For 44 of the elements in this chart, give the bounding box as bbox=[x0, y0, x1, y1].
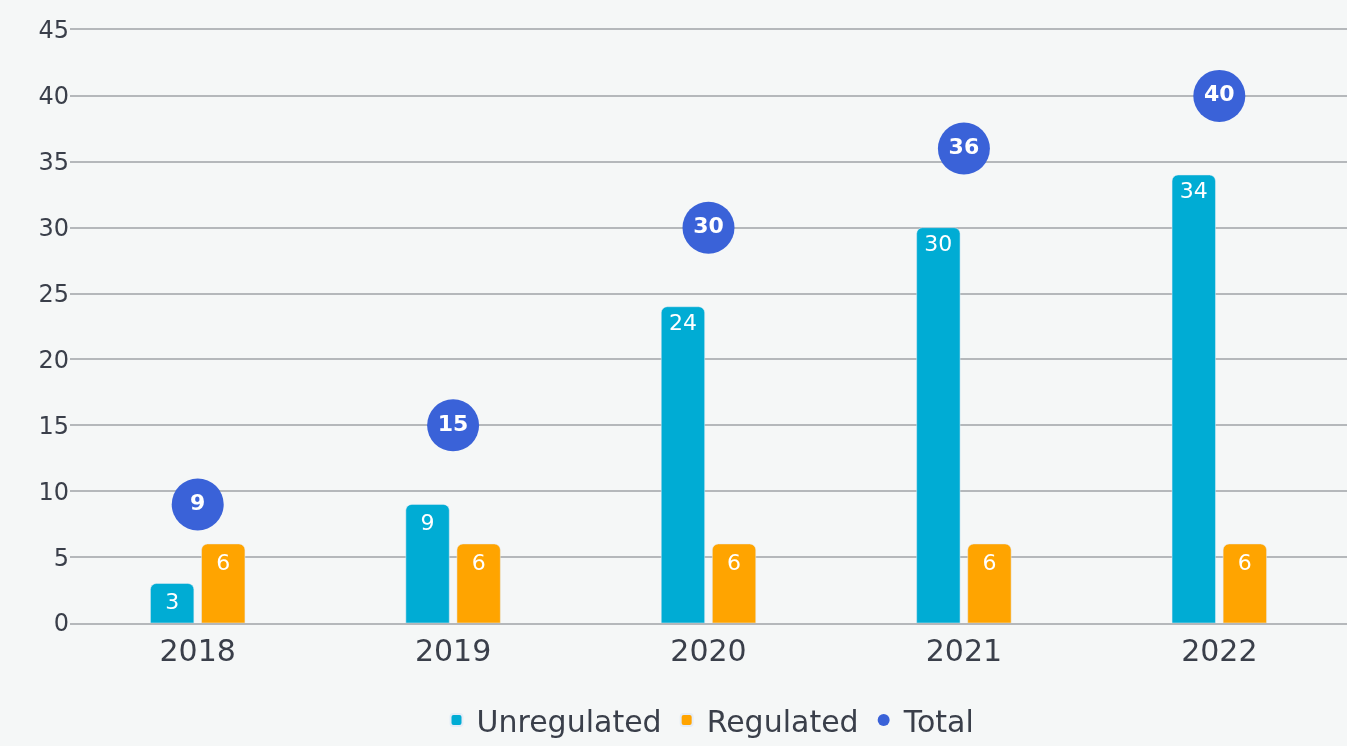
y-tick-label: 20 bbox=[38, 345, 69, 374]
y-tick-label: 45 bbox=[38, 16, 69, 45]
bar bbox=[456, 543, 501, 623]
y-tick-label: 35 bbox=[38, 148, 69, 177]
bar bbox=[1222, 543, 1267, 623]
y-tick-label: 5 bbox=[53, 543, 69, 572]
data-label: 40 bbox=[1203, 81, 1235, 107]
data-label: 6 bbox=[727, 549, 742, 575]
data-label: 6 bbox=[471, 549, 486, 575]
y-tick-label: 25 bbox=[38, 279, 69, 308]
data-label: 3 bbox=[165, 589, 180, 615]
bar bbox=[712, 543, 756, 623]
bar bbox=[405, 504, 450, 623]
x-tick-label: 2019 bbox=[414, 633, 492, 668]
bar bbox=[967, 543, 1012, 623]
point bbox=[171, 478, 224, 531]
y-tick-label: 40 bbox=[38, 82, 69, 111]
y-tick-label: 30 bbox=[38, 214, 69, 243]
y-tick-label: 15 bbox=[38, 411, 69, 440]
data-label: 30 bbox=[693, 213, 724, 239]
legend-label: Unregulated bbox=[476, 703, 662, 739]
bar bbox=[916, 227, 961, 623]
data-label: 9 bbox=[190, 489, 206, 515]
x-tick-label: 2022 bbox=[1181, 633, 1258, 668]
bar bbox=[1171, 174, 1216, 623]
data-label: 30 bbox=[924, 231, 953, 257]
data-label: 9 bbox=[420, 510, 435, 536]
data-label: 34 bbox=[1179, 178, 1208, 204]
bar bbox=[661, 306, 705, 623]
bar bbox=[201, 543, 246, 623]
data-label: 15 bbox=[437, 410, 469, 436]
legend-label: Total bbox=[902, 703, 974, 739]
data-label: 6 bbox=[982, 549, 997, 575]
data-label: 6 bbox=[1237, 549, 1252, 575]
data-label: 36 bbox=[948, 134, 980, 160]
bar bbox=[150, 583, 195, 623]
data-label: 24 bbox=[668, 310, 697, 336]
legend-label: Regulated bbox=[706, 703, 859, 739]
x-tick-label: 2020 bbox=[670, 633, 747, 668]
x-tick-label: 2021 bbox=[925, 633, 1003, 668]
y-tick-label: 10 bbox=[38, 477, 69, 506]
data-label: 6 bbox=[216, 549, 231, 575]
y-tick-label: 0 bbox=[53, 609, 69, 638]
x-tick-label: 2018 bbox=[159, 633, 236, 668]
